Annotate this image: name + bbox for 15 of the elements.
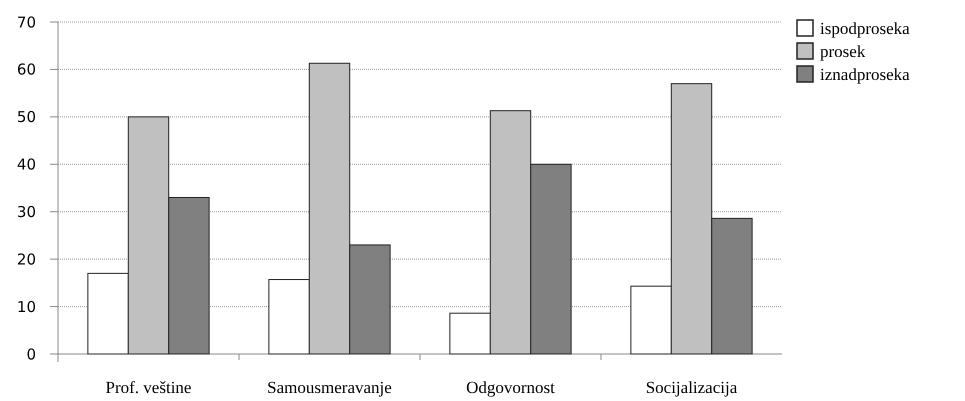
y-tick-label: 60: [16, 60, 36, 79]
x-tick-label: Samousmeravanje: [267, 378, 392, 397]
legend-label: prosek: [820, 42, 866, 61]
x-tick-label: Socijalizacija: [646, 378, 738, 397]
legend-label: iznadproseka: [820, 64, 910, 84]
y-tick-label: 10: [16, 298, 36, 316]
y-tick-label: 0: [26, 345, 36, 364]
y-tick-label: 30: [16, 202, 36, 221]
x-tick-label: Prof. veštine: [106, 378, 192, 397]
legend-label: ispodproseka: [820, 18, 910, 38]
y-tick-label: 70: [16, 13, 36, 32]
y-tick-label: 40: [16, 156, 36, 174]
x-tick-label: Odgovornost: [466, 378, 556, 397]
y-tick-label: 20: [16, 250, 36, 268]
y-tick-label: 50: [16, 108, 36, 126]
